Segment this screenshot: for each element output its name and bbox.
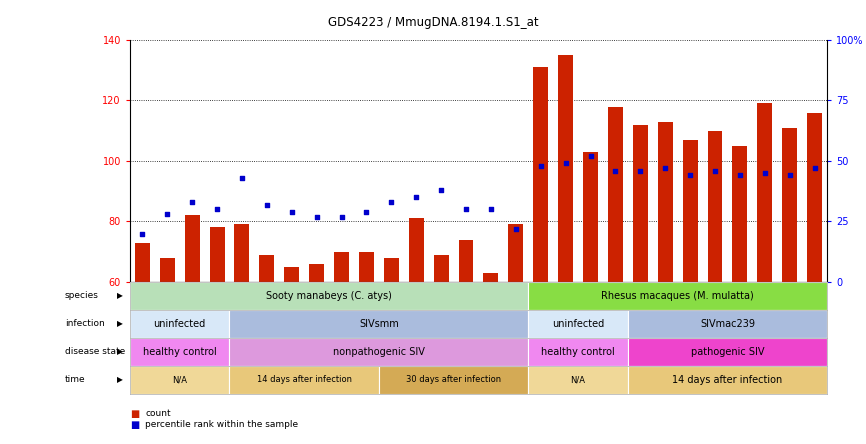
Bar [359,252,374,444]
Bar [130,310,229,338]
Bar [633,125,648,444]
Point [708,167,722,174]
Bar [708,131,722,444]
Bar [184,215,199,444]
Text: N/A: N/A [571,375,585,385]
Bar [807,112,822,444]
Bar [130,282,528,310]
Text: uninfected: uninfected [552,319,604,329]
Text: percentile rank within the sample: percentile rank within the sample [145,420,299,429]
Text: uninfected: uninfected [153,319,206,329]
Text: GDS4223 / MmugDNA.8194.1.S1_at: GDS4223 / MmugDNA.8194.1.S1_at [327,16,539,28]
Text: 30 days after infection: 30 days after infection [406,375,501,385]
Bar [533,67,548,444]
Bar [309,264,324,444]
Bar [334,252,349,444]
Text: pathogenic SIV: pathogenic SIV [691,347,764,357]
Text: ▶: ▶ [117,347,122,357]
Bar [782,128,797,444]
Text: ▶: ▶ [117,291,122,301]
Point [235,174,249,182]
Bar [434,255,449,444]
Bar [558,55,573,444]
Bar [130,338,229,366]
Point [758,170,772,177]
Bar [628,310,827,338]
Bar [235,225,249,444]
Text: 14 days after infection: 14 days after infection [672,375,783,385]
Bar [508,225,523,444]
Point [584,153,598,160]
Bar [757,103,772,444]
Text: ■: ■ [130,420,139,430]
Point [509,225,523,232]
Point [135,230,149,237]
Bar [135,242,150,444]
Point [185,198,199,206]
Text: nonpathogenic SIV: nonpathogenic SIV [333,347,425,357]
Point [783,172,797,179]
Point [633,167,647,174]
Bar [130,366,229,394]
Point [310,213,324,220]
Bar [608,107,623,444]
Text: infection: infection [65,319,105,329]
Bar [229,338,528,366]
Bar [229,310,528,338]
Text: disease state: disease state [65,347,126,357]
Point [160,210,174,218]
Text: 14 days after infection: 14 days after infection [256,375,352,385]
Text: Rhesus macaques (M. mulatta): Rhesus macaques (M. mulatta) [601,291,754,301]
Point [683,172,697,179]
Bar [528,366,628,394]
Bar [583,152,598,444]
Point [285,208,299,215]
Text: ■: ■ [130,409,139,419]
Bar [483,273,498,444]
Point [459,206,473,213]
Text: count: count [145,409,171,418]
Text: SIVmac239: SIVmac239 [700,319,755,329]
Point [385,198,398,206]
Point [559,160,572,167]
Bar [379,366,528,394]
Point [260,201,274,208]
Point [210,206,224,213]
Point [609,167,623,174]
Text: ▶: ▶ [117,375,122,385]
Bar [528,282,827,310]
Text: N/A: N/A [172,375,187,385]
Point [359,208,373,215]
Point [733,172,746,179]
Text: species: species [65,291,99,301]
Text: healthy control: healthy control [541,347,615,357]
Bar [384,258,398,444]
Point [533,162,547,169]
Bar [259,255,275,444]
Point [658,165,672,172]
Text: healthy control: healthy control [143,347,216,357]
Bar [628,366,827,394]
Bar [528,338,628,366]
Bar [159,258,175,444]
Point [410,194,423,201]
Bar [409,218,423,444]
Text: ▶: ▶ [117,319,122,329]
Text: time: time [65,375,86,385]
Bar [210,227,224,444]
Bar [658,122,673,444]
Bar [682,140,697,444]
Point [484,206,498,213]
Point [434,186,448,194]
Point [808,165,822,172]
Bar [733,146,747,444]
Point [334,213,348,220]
Text: Sooty manabeys (C. atys): Sooty manabeys (C. atys) [266,291,392,301]
Text: SIVsmm: SIVsmm [359,319,398,329]
Bar [528,310,628,338]
Bar [459,240,474,444]
Bar [284,267,300,444]
Bar [229,366,379,394]
Bar [628,338,827,366]
